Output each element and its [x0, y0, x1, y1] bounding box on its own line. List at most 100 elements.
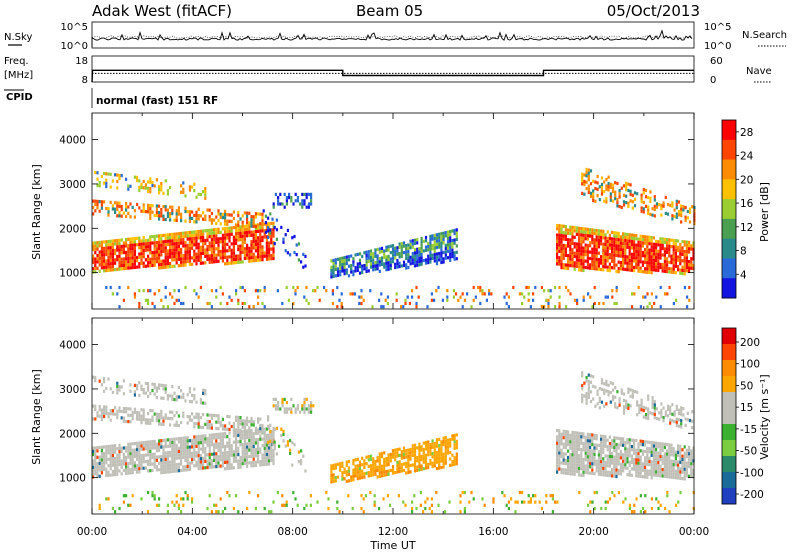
range-gate-cell [118, 446, 121, 451]
range-gate-cell [204, 392, 207, 396]
range-gate-cell [611, 398, 615, 402]
range-gate-cell [655, 252, 658, 256]
range-gate-cell [228, 441, 231, 445]
range-gate-cell [407, 243, 410, 247]
range-gate-cell [177, 289, 180, 293]
range-gate-cell [666, 443, 669, 447]
range-gate-cell [630, 262, 633, 266]
range-gate-cell [343, 467, 346, 471]
range-gate-cell [597, 261, 600, 265]
range-gate-cell [361, 472, 364, 476]
range-gate-cell [690, 266, 693, 270]
range-gate-cell [591, 266, 594, 270]
range-gate-cell [449, 450, 452, 455]
range-gate-cell [210, 439, 213, 444]
range-gate-cell [160, 471, 163, 475]
range-gate-cell [334, 274, 337, 278]
range-gate-cell [455, 458, 458, 463]
range-gate-cell [660, 203, 663, 207]
range-gate-cell [466, 292, 469, 296]
range-gate-cell [389, 452, 392, 456]
range-gate-cell [472, 298, 475, 302]
range-gate-cell [435, 438, 439, 442]
range-gate-cell [650, 473, 653, 477]
range-gate-cell [679, 444, 682, 448]
range-gate-cell [679, 460, 682, 464]
range-gate-cell [657, 451, 660, 455]
range-gate-cell [626, 453, 629, 458]
range-gate-cell [649, 190, 652, 194]
range-gate-cell [118, 251, 121, 255]
range-gate-cell [221, 292, 224, 296]
range-gate-cell [197, 454, 200, 458]
range-gate-cell [429, 247, 432, 251]
range-gate-cell [666, 266, 669, 270]
range-gate-cell [691, 426, 694, 430]
range-gate-cell [191, 233, 194, 238]
range-gate-cell [584, 237, 587, 241]
range-gate-cell [635, 253, 638, 257]
range-gate-cell [297, 242, 300, 246]
range-gate-cell [446, 438, 450, 442]
range-gate-cell [631, 392, 634, 396]
range-gate-cell [193, 451, 196, 455]
range-gate-cell [204, 388, 207, 393]
range-gate-cell [626, 239, 629, 243]
range-gate-cell [416, 238, 419, 242]
range-gate-cell [624, 444, 627, 448]
range-gate-cell [453, 459, 456, 463]
range-gate-cell [347, 472, 351, 476]
range-gate-cell [677, 245, 680, 249]
range-gate-cell [571, 229, 574, 233]
range-gate-cell [571, 251, 574, 255]
range-gate-cell [109, 172, 112, 176]
range-gate-cell [206, 423, 209, 427]
range-gate-cell [431, 256, 434, 260]
range-gate-cell [147, 261, 150, 265]
range-gate-cell [680, 220, 683, 224]
range-gate-cell [169, 441, 172, 445]
range-gate-cell [575, 261, 578, 265]
range-gate-cell [674, 248, 677, 252]
range-gate-cell [210, 416, 213, 421]
range-gate-cell [407, 451, 410, 455]
range-gate-cell [605, 178, 608, 182]
range-gate-cell [675, 202, 678, 207]
range-gate-cell [583, 179, 586, 183]
range-gate-cell [413, 238, 417, 242]
range-gate-cell [302, 252, 305, 256]
range-gate-cell [173, 248, 176, 252]
range-gate-cell [655, 295, 658, 299]
range-gate-cell [175, 261, 178, 265]
range-gate-cell [226, 454, 229, 458]
range-gate-cell [250, 259, 253, 263]
range-gate-cell [210, 436, 213, 440]
range-gate-cell [595, 264, 598, 268]
range-gate-cell [680, 419, 683, 423]
range-gate-cell [226, 463, 229, 467]
range-gate-cell [111, 179, 114, 183]
range-gate-cell [197, 236, 200, 240]
range-gate-cell [644, 260, 647, 264]
range-gate-cell [446, 230, 450, 234]
range-gate-cell [595, 443, 598, 447]
range-gate-cell [597, 238, 600, 242]
range-gate-cell [360, 301, 363, 306]
range-gate-cell [575, 441, 578, 445]
range-gate-cell [186, 436, 189, 440]
range-gate-cell [241, 442, 244, 447]
range-gate-cell [527, 292, 530, 296]
range-gate-cell [232, 456, 235, 460]
range-gate-cell [111, 457, 114, 461]
range-gate-cell [639, 442, 642, 446]
range-gate-cell [268, 251, 271, 255]
range-gate-cell [129, 383, 132, 387]
range-gate-cell [569, 472, 572, 476]
range-gate-cell [635, 439, 638, 443]
range-gate-cell [457, 298, 460, 302]
range-gate-cell [600, 267, 603, 272]
range-gate-cell [431, 445, 434, 449]
range-gate-cell [122, 446, 125, 450]
range-gate-cell [685, 246, 688, 251]
range-gate-cell [142, 411, 145, 415]
